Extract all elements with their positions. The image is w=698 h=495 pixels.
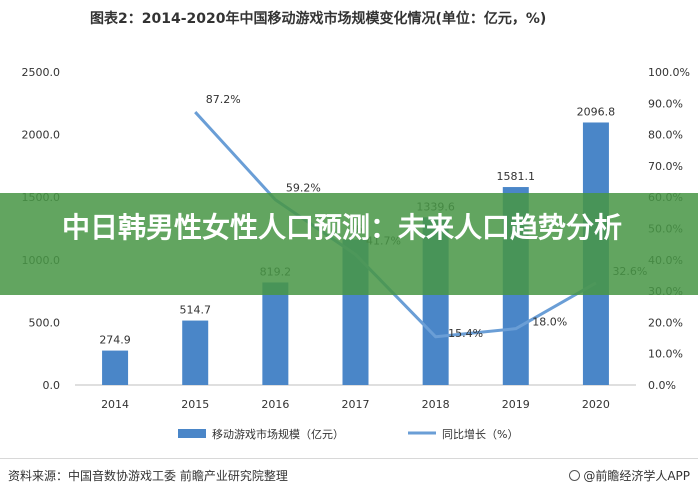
y-right-tick-label: 100.0% (648, 66, 690, 79)
line-data-label: 18.0% (532, 316, 567, 329)
overlay-banner (0, 193, 698, 295)
bar-data-label: 274.9 (99, 334, 131, 347)
x-tick-label: 2015 (181, 398, 209, 411)
y-right-tick-label: 80.0% (648, 129, 683, 142)
x-tick-label: 2020 (582, 398, 610, 411)
y-left-tick-label: 0.0 (43, 379, 61, 392)
chart-title: 图表2：2014-2020年中国移动游戏市场规模变化情况(单位：亿元，%) (90, 11, 547, 27)
y-right-tick-label: 10.0% (648, 348, 683, 361)
x-tick-label: 2019 (502, 398, 530, 411)
publisher-logo-icon (569, 470, 581, 481)
bar-data-label: 514.7 (179, 304, 211, 317)
y-right-tick-label: 70.0% (648, 160, 683, 173)
credit-text: @前瞻经济学人APP (583, 469, 690, 483)
x-tick-label: 2016 (261, 398, 289, 411)
overlay-banner-text: 中日韩男性女性人口预测：未来人口趋势分析 (62, 211, 623, 244)
growth-line (194, 111, 597, 339)
y-left-tick-label: 2000.0 (22, 129, 61, 142)
line-data-label: 15.4% (448, 327, 483, 340)
legend-bar-swatch (178, 429, 206, 438)
x-tick-label: 2014 (101, 398, 129, 411)
credit-note: @前瞻经济学人APP (569, 467, 690, 484)
bar (182, 320, 209, 385)
y-right-tick-label: 0.0% (648, 379, 676, 392)
bar (262, 282, 289, 385)
y-right-tick-label: 20.0% (648, 316, 683, 329)
y-left-tick-label: 500.0 (29, 316, 61, 329)
x-tick-label: 2018 (422, 398, 450, 411)
footer-divider (0, 458, 698, 459)
source-note: 资料来源：中国音数协游戏工委 前瞻产业研究院整理 (8, 469, 288, 483)
legend-line-label: 同比增长（%） (442, 427, 518, 441)
x-tick-label: 2017 (342, 398, 370, 411)
line-data-label: 87.2% (206, 93, 241, 106)
bar (102, 350, 129, 385)
y-right-tick-label: 90.0% (648, 97, 683, 110)
bar-data-label: 1581.1 (497, 170, 536, 183)
line-data-label: 59.2% (286, 182, 321, 195)
legend-bar-label: 移动游戏市场规模（亿元） (212, 427, 344, 441)
bar-data-label: 2096.8 (577, 105, 616, 118)
y-left-tick-label: 2500.0 (22, 66, 61, 79)
